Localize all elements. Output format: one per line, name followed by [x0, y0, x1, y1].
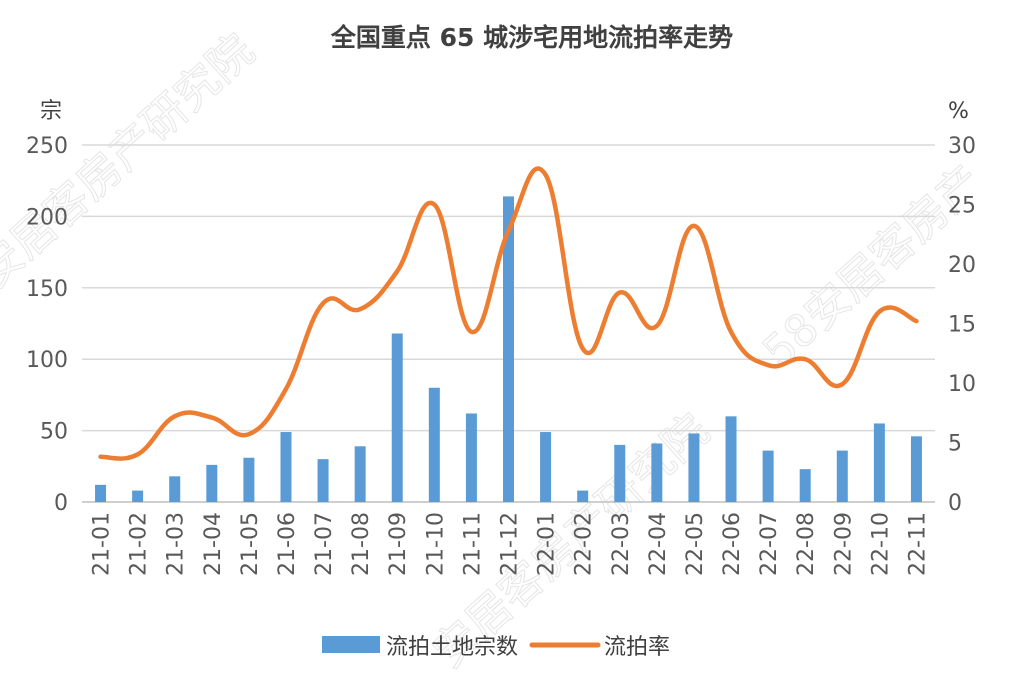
x-axis-tick-label: 22-09 — [831, 512, 856, 576]
bar — [577, 490, 589, 502]
bar — [799, 469, 811, 502]
bar — [428, 387, 440, 502]
bar — [614, 444, 626, 502]
bar — [836, 450, 848, 502]
right-axis-tick-label: 5 — [948, 432, 962, 457]
left-axis-tick-label: 250 — [26, 134, 68, 159]
left-axis-tick-label: 100 — [26, 348, 68, 373]
bar — [503, 196, 514, 502]
bar-series — [95, 196, 922, 502]
right-axis-tick-label: 15 — [948, 313, 976, 338]
bar — [243, 457, 255, 502]
watermark-text-1: 安居客房产研究院 — [0, 25, 264, 298]
bar — [873, 423, 885, 502]
x-axis-tick-label: 21-07 — [312, 512, 337, 576]
bar — [206, 464, 218, 502]
left-axis-tick-label: 50 — [40, 420, 68, 445]
x-axis-tick-label: 21-12 — [498, 512, 523, 576]
right-axis-tick-label: 0 — [948, 491, 962, 516]
x-axis-tick-label: 22-07 — [757, 512, 782, 576]
x-axis-tick-label: 21-11 — [460, 512, 485, 576]
bar — [169, 476, 181, 502]
line-series — [98, 166, 919, 461]
left-axis-tick-label: 150 — [26, 277, 68, 302]
right-axis-unit: % — [948, 99, 969, 124]
x-axis-tick-label: 22-05 — [683, 512, 708, 576]
watermark-layer: 安居客房产研究院 58安居客房产 安居客房产研究院 — [0, 24, 993, 675]
x-axis-tick-label: 21-01 — [90, 512, 115, 576]
bar — [725, 416, 737, 502]
left-axis-tick-label: 200 — [26, 205, 68, 230]
left-axis-unit: 宗 — [40, 99, 62, 124]
chart-title: 全国重点 65 城涉宅用地流拍率走势 — [330, 23, 733, 52]
x-axis-tick-label: 22-02 — [572, 512, 597, 576]
x-axis-tick-label: 22-10 — [868, 512, 893, 576]
x-axis-ticks: 21-01 21-02 21-03 21-04 21-05 21-06 21-07 21-08… — [90, 512, 931, 576]
bar — [280, 432, 292, 502]
legend-label-line: 流拍率 — [604, 635, 670, 660]
x-axis-tick-label: 21-05 — [238, 512, 263, 576]
x-axis-tick-label: 22-01 — [535, 512, 560, 576]
right-axis-tick-label: 30 — [948, 134, 976, 159]
line-series-path — [98, 166, 919, 461]
bar — [132, 490, 144, 502]
right-axis-ticks: 0 5 10 15 20 25 30 — [948, 134, 976, 516]
x-axis-tick-label: 22-11 — [905, 512, 930, 576]
bar — [391, 333, 403, 502]
x-axis-tick-label: 21-08 — [349, 512, 374, 576]
bar — [317, 459, 329, 502]
bar — [354, 446, 366, 502]
legend-label-bars: 流拍土地宗数 — [386, 635, 518, 660]
x-axis-tick-label: 22-03 — [609, 512, 634, 576]
x-axis-tick-label: 21-02 — [127, 512, 152, 576]
x-axis-tick-label: 21-03 — [164, 512, 189, 576]
left-axis-tick-label: 0 — [54, 491, 68, 516]
x-axis-tick-label: 21-04 — [201, 512, 226, 576]
x-axis-tick-label: 22-04 — [646, 512, 671, 576]
bar — [465, 413, 477, 502]
legend: 流拍土地宗数 流拍率 — [322, 635, 670, 660]
bar — [688, 433, 700, 502]
x-axis-tick-label: 21-10 — [423, 512, 448, 576]
bar — [95, 484, 107, 502]
right-axis-tick-label: 20 — [948, 253, 976, 278]
left-axis-ticks: 0 50 100 150 200 250 — [26, 134, 68, 516]
bar — [651, 443, 663, 502]
bar — [540, 432, 552, 502]
x-axis-tick-label: 21-06 — [275, 512, 300, 576]
bar — [762, 450, 774, 502]
x-axis-tick-label: 22-06 — [720, 512, 745, 576]
x-axis-tick-label: 22-08 — [794, 512, 819, 576]
legend-swatch-bars — [322, 636, 380, 653]
bar — [910, 436, 922, 502]
x-axis-tick-label: 21-09 — [386, 512, 411, 576]
right-axis-tick-label: 25 — [948, 194, 976, 219]
right-axis-tick-label: 10 — [948, 372, 976, 397]
